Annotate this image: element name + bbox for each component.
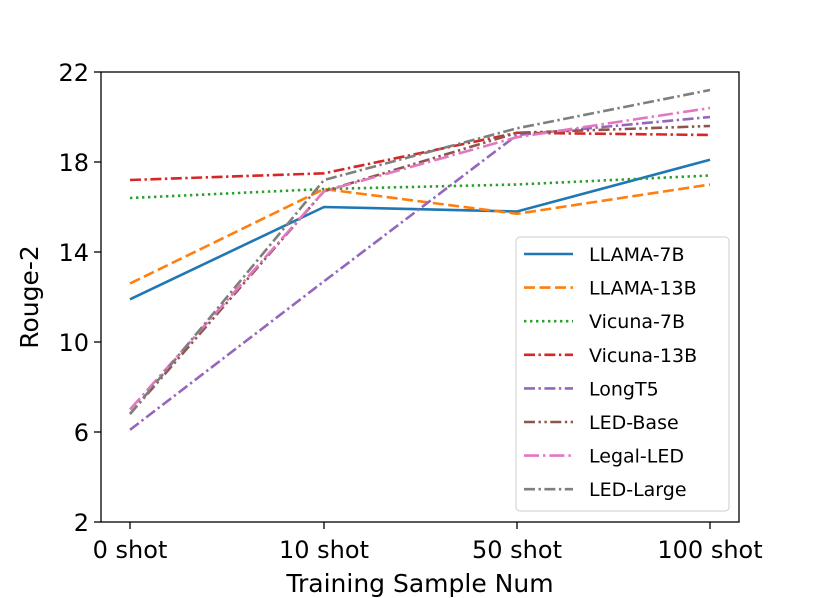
x-tick-label: 50 shot (472, 536, 562, 564)
x-axis-label: Training Sample Num (285, 569, 553, 598)
y-axis-label: Rouge-2 (15, 245, 44, 349)
legend-frame (515, 236, 730, 512)
series-layer (128, 88, 711, 431)
legend-label: LLAMA-7B (589, 244, 685, 266)
y-tick-label: 10 (58, 329, 89, 357)
series-line-llama-13b (129, 183, 711, 285)
axes-layer: 2 6 10 14 18 22 0 shot 10 shot 50 shot 100 shot (58, 59, 762, 564)
legend-label: Legal-LED (589, 446, 684, 468)
series-line-vicuna-7b (129, 174, 711, 200)
series-line-vicuna-13b (129, 131, 711, 182)
series-line-legal-led (129, 106, 711, 411)
y-tick-label: 18 (58, 149, 89, 177)
legend-label: LLAMA-13B (589, 278, 697, 300)
y-tick-label: 14 (58, 239, 89, 267)
series-line-llama-7b (129, 158, 711, 301)
legend-label: LongT5 (589, 378, 659, 400)
x-tick-label: 0 shot (93, 536, 168, 564)
legend-label: LED-Large (589, 479, 687, 501)
y-tick-label: 2 (74, 509, 89, 537)
legend-label: Vicuna-7B (589, 311, 685, 333)
y-tick-label: 6 (74, 419, 89, 447)
plot-frame (100, 71, 740, 523)
y-tick-label: 22 (58, 59, 89, 87)
legend-label: Vicuna-13B (589, 345, 697, 367)
series-line-led-large (128, 88, 711, 415)
x-tick-label: 10 shot (279, 536, 369, 564)
legend: LLAMA-7B LLAMA-13B Vicuna-7B Vicuna-13B Long… (515, 236, 730, 512)
series-line-led-base (129, 124, 711, 415)
legend-label: LED-Base (589, 412, 679, 434)
x-tick-label: 100 shot (657, 536, 762, 564)
